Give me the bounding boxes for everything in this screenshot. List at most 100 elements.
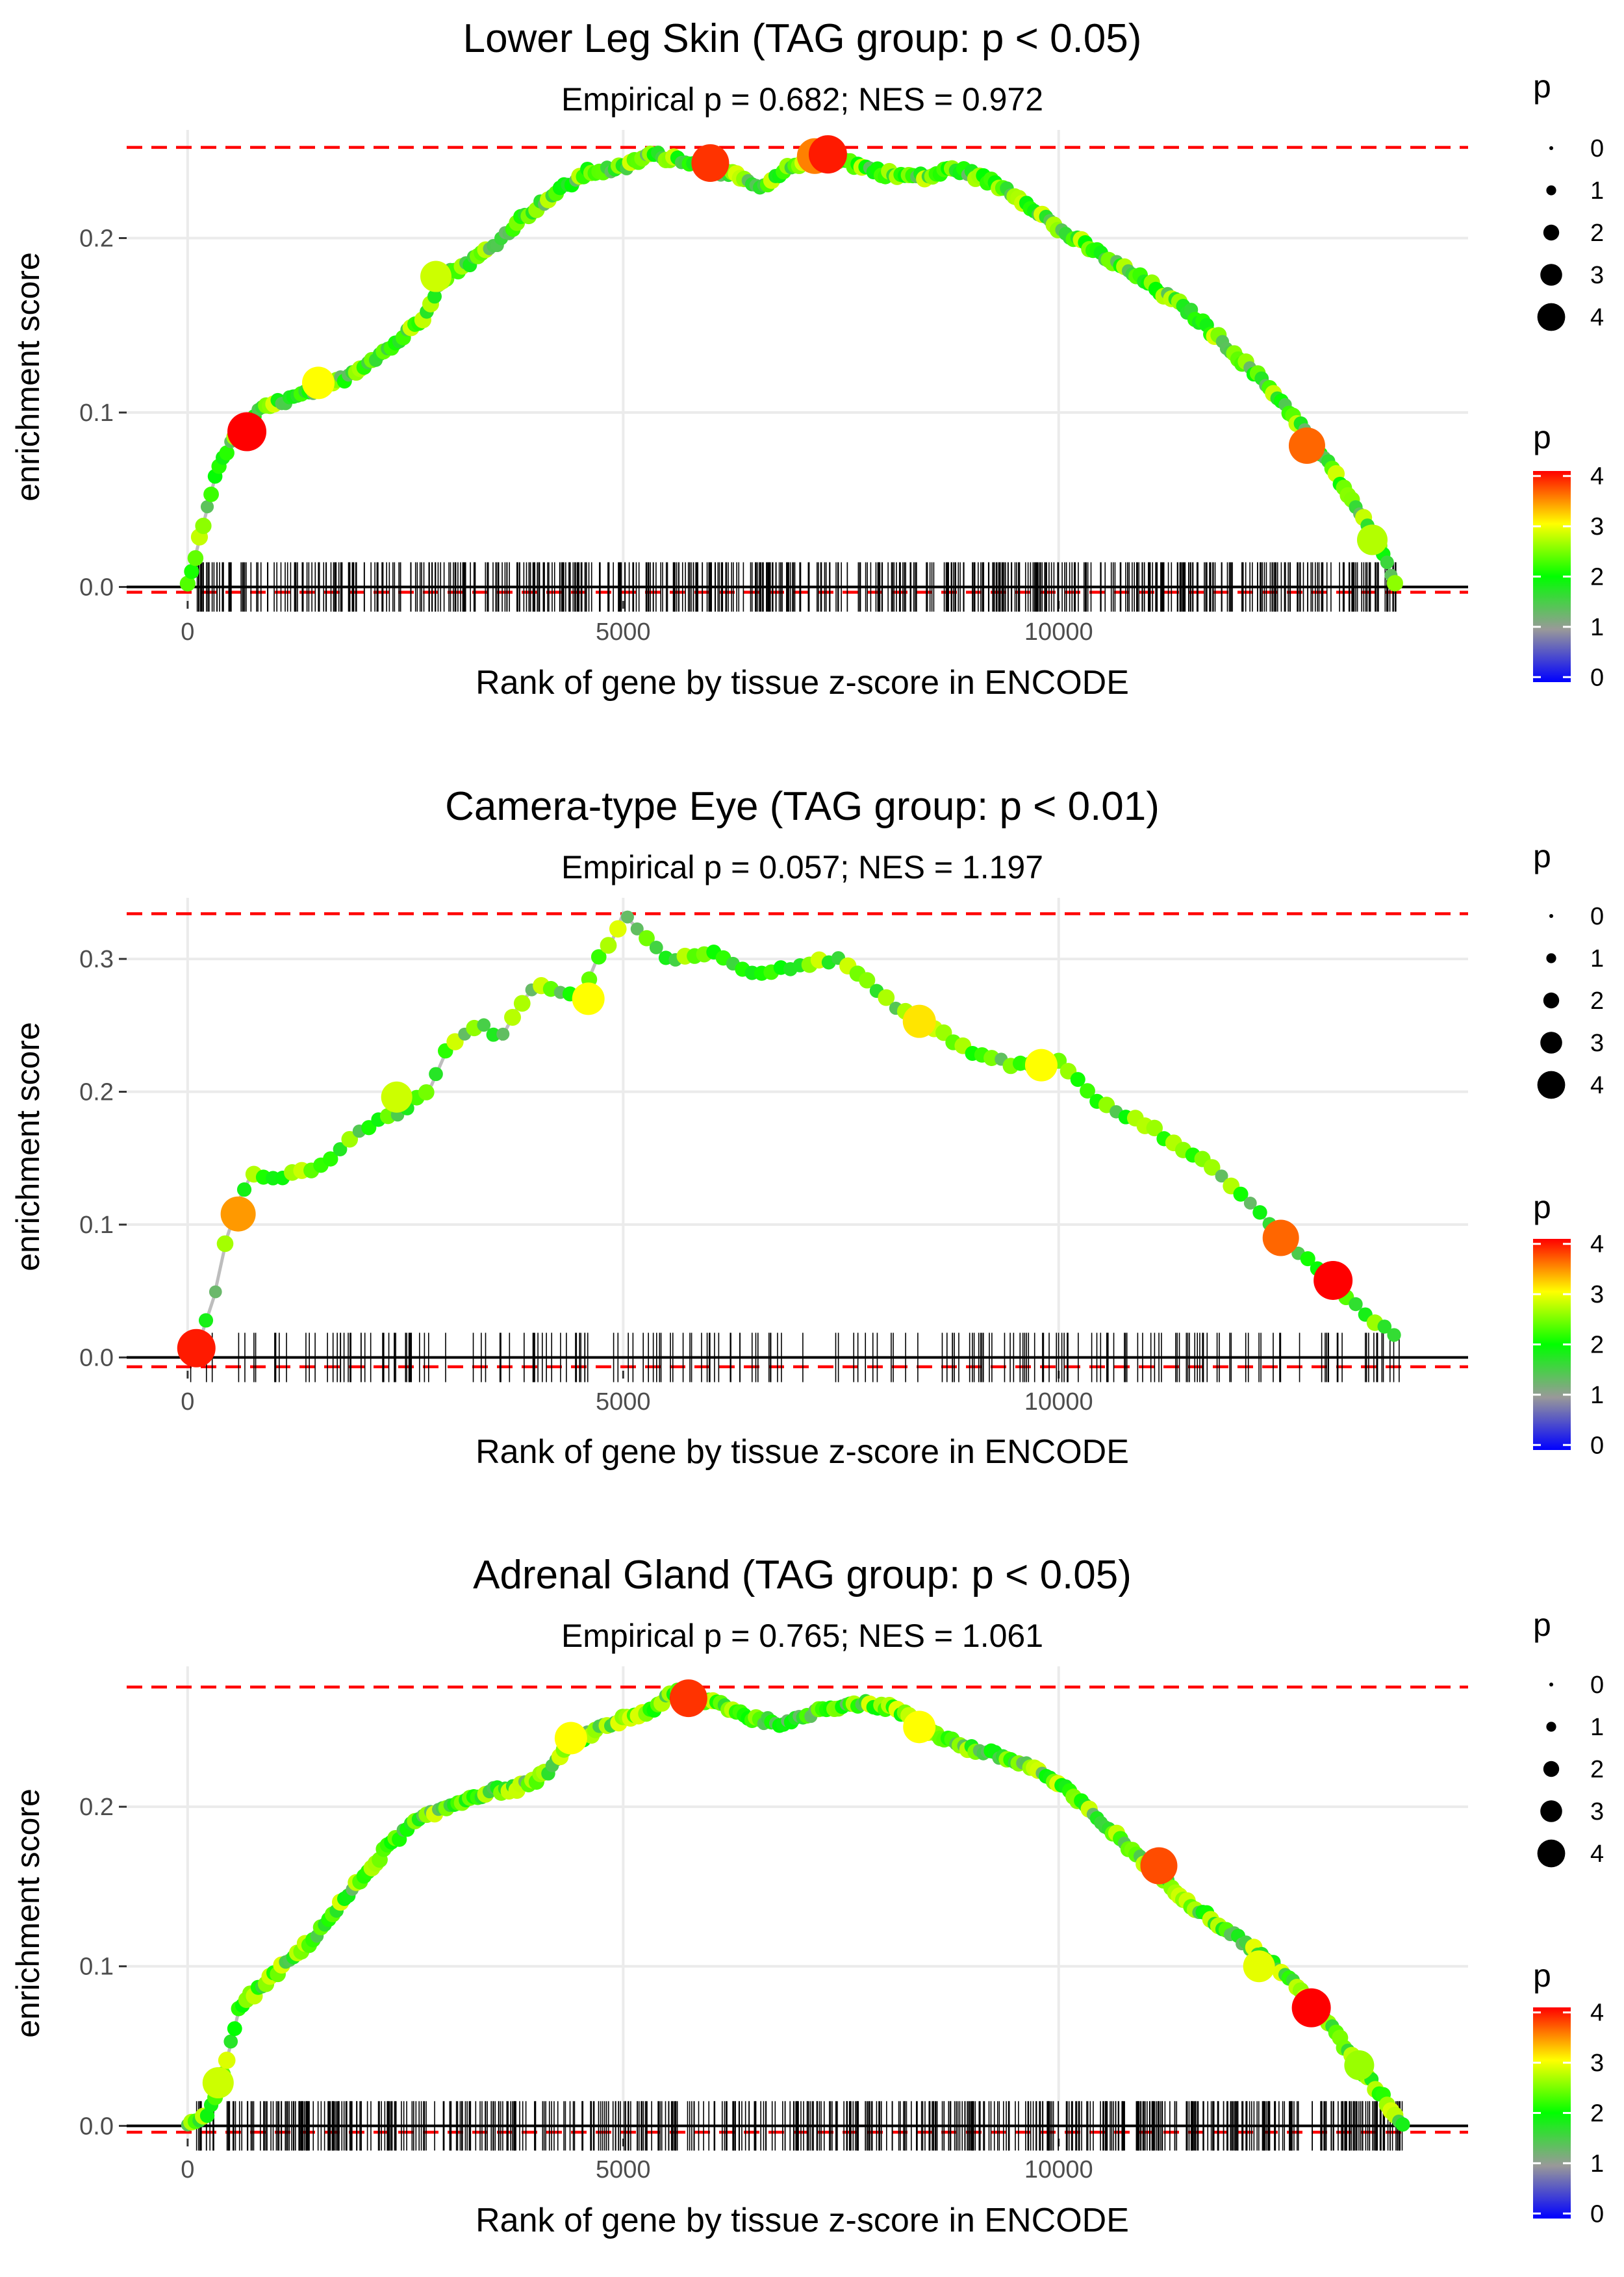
es-point [486,1027,501,1042]
y-tick-label: 0.3 [79,946,114,973]
es-point [1243,1197,1257,1210]
es-curve [186,1690,1404,2128]
color-legend-label: 2 [1590,564,1604,591]
size-legend-label: 1 [1590,945,1604,973]
es-point [600,937,617,954]
color-legend-label: 4 [1590,463,1604,490]
x-tick-label: 10000 [1024,1388,1093,1416]
y-tick-labels: 0.0 0.1 0.2 [79,225,114,601]
gridlines [127,1666,1468,2139]
es-point [333,1142,348,1156]
es-point [1386,575,1403,592]
x-tick-labels: 0 5000 10000 [181,618,1093,646]
size-legend-title: p [1533,68,1551,105]
es-highlight-point [227,412,267,452]
es-point [1233,1186,1249,1202]
color-legend-title: p [1533,419,1551,455]
chart-title: Lower Leg Skin (TAG group: p < 0.05) [463,16,1142,61]
es-point [223,2034,238,2049]
legend: p p 0 1 2 3 4 4 3 2 1 0 [1533,838,1604,1459]
size-legend: 0 1 2 3 4 [1537,1672,1604,1868]
x-axis-label: Rank of gene by tissue z-score in ENCODE [476,2202,1129,2239]
es-point [639,930,655,947]
color-legend-label: 1 [1590,2150,1604,2178]
y-tick-label: 0.1 [79,400,114,427]
es-highlight-point [1313,1260,1353,1300]
color-legend-title: p [1533,1189,1551,1225]
es-points [177,910,1401,1367]
size-legend-key [1549,1683,1553,1686]
es-point [1349,1297,1363,1312]
es-highlight-point [1140,1847,1178,1885]
es-point [1070,1072,1085,1088]
y-tick-labels: 0.0 0.1 0.2 [79,1794,114,2140]
es-point [630,922,644,935]
es-point [200,500,214,514]
es-highlight-point [1288,427,1325,464]
chart-subtitle: Empirical p = 0.682; NES = 0.972 [561,81,1043,118]
es-point [1080,1083,1095,1099]
x-tick-label: 5000 [596,1388,651,1416]
size-legend: 0 1 2 3 4 [1537,135,1604,331]
x-tick-label: 0 [181,618,194,646]
es-highlight-point [1243,1950,1275,1983]
size-legend-key [1543,992,1560,1009]
es-highlight-point [381,1081,412,1113]
x-axis-label: Rank of gene by tissue z-score in ENCODE [476,1433,1129,1471]
legend: p p 0 1 2 3 4 4 3 2 1 0 [1533,68,1604,691]
es-point [1380,555,1394,570]
es-point [216,1235,234,1253]
es-point [1395,2117,1410,2132]
es-point [609,920,627,938]
size-legend-label: 0 [1590,903,1604,930]
color-legend: 4 3 2 1 0 [1533,463,1604,691]
panel-camera-type-eye: Camera-type Eye (TAG group: p < 0.01) Em… [10,784,1604,1471]
es-point [187,550,204,566]
x-tick-label: 5000 [596,618,651,646]
size-legend-label: 0 [1590,135,1604,162]
es-highlight-point [220,1196,256,1232]
es-point [179,576,196,592]
size-legend-key [1546,953,1556,963]
es-point [236,1182,252,1197]
size-legend-label: 0 [1590,1672,1604,1699]
panel-lower-leg-skin: Lower Leg Skin (TAG group: p < 0.05) Emp… [10,16,1604,702]
es-highlight-point [420,261,452,292]
es-point [590,949,607,965]
es-point [227,2021,242,2037]
es-highlight-point [1262,1219,1299,1256]
size-legend-label: 4 [1590,1840,1604,1868]
size-legend-title: p [1533,1607,1551,1643]
y-tick-label: 0.0 [79,1345,114,1372]
es-highlight-point [808,135,847,174]
size-legend-key [1549,146,1553,150]
x-tick-label: 10000 [1024,2156,1093,2183]
es-point [341,1130,359,1148]
es-point [1252,1205,1267,1220]
es-highlight-point [177,1329,216,1367]
es-point [218,2052,236,2069]
es-highlight-point [691,144,730,183]
color-legend-label: 3 [1590,1281,1604,1308]
es-highlight-point [302,366,335,400]
chart-subtitle: Empirical p = 0.057; NES = 1.197 [561,849,1043,885]
size-legend-label: 4 [1590,1072,1604,1099]
legend: p p 0 1 2 3 4 4 3 2 1 0 [1533,1607,1604,2228]
es-point [427,289,442,304]
es-point [649,941,663,954]
es-point [477,1018,491,1032]
y-tick-label: 0.2 [79,225,114,252]
x-tick-label: 10000 [1024,618,1093,646]
es-point [418,1084,435,1100]
size-legend-title: p [1533,838,1551,874]
size-legend-label: 4 [1590,304,1604,331]
x-tick-label: 0 [181,1388,194,1416]
chart-title: Camera-type Eye (TAG group: p < 0.01) [445,784,1160,829]
size-legend-key [1537,1839,1566,1868]
y-tick-labels: 0.0 0.1 0.2 0.3 [79,946,114,1371]
size-legend-key [1540,1800,1562,1822]
size-legend-key [1537,1071,1566,1099]
es-highlight-point [572,982,605,1015]
color-legend-label: 4 [1590,2000,1604,2027]
